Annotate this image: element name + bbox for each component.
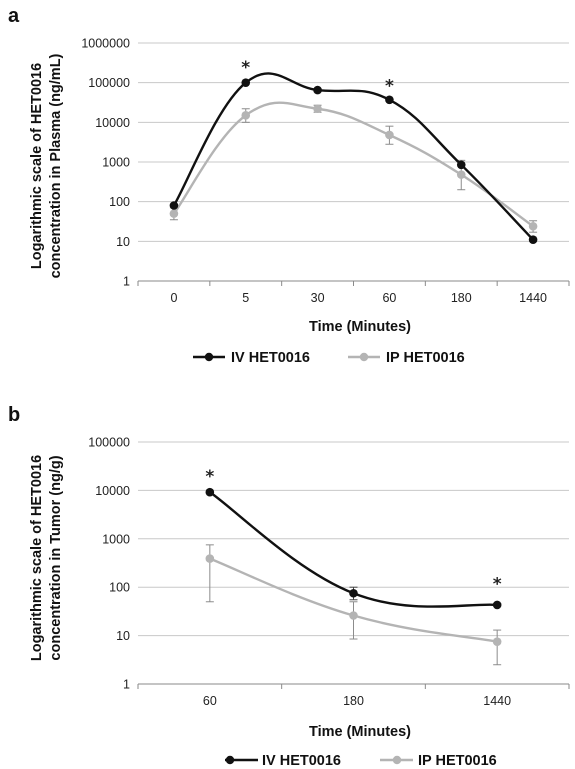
panel-a-series-iv-point [169, 201, 179, 210]
panel-a-xtick-label: 180 [451, 291, 472, 305]
panel-b-legend: IV HET0016 IP HET0016 [225, 753, 497, 769]
panel-a-series-iv-point [241, 78, 251, 87]
panel-a-xtick-label: 5 [242, 291, 249, 305]
panel-b-ytick-label: 10 [116, 629, 130, 643]
panel-b-xtick-label: 60 [203, 694, 217, 708]
panel-a-legend-ip-marker [359, 352, 369, 362]
panel-a-series-iv-line [172, 72, 534, 241]
panel-b-series-ip-point [492, 637, 502, 646]
panel-a-series-iv-point [385, 95, 394, 105]
panel-b-significance-star: * [205, 467, 214, 487]
panel-a-ylabel-line2: concentration in Plasma (ng/mL) [48, 53, 64, 278]
panel-a-ytick-label: 1000000 [81, 37, 130, 51]
panel-a-series-ip-point [169, 209, 179, 218]
panel-a-series-iv-point [528, 235, 538, 244]
panel-b-ylabel-line1: Logarithmic scale of HET0016 [29, 455, 45, 661]
panel-a-legend-iv-marker [204, 352, 214, 362]
panel-a-xtick-label: 0 [170, 291, 177, 305]
panel-a-plot: 1 10 100 1000 10000 100000 1000000 0 5 30 60 180 144… [81, 37, 570, 305]
panel-b-legend-ip-marker [392, 755, 402, 765]
panel-b-series-iv-point [349, 588, 358, 598]
panel-a-xtick-label: 60 [382, 291, 396, 305]
panel-b-series-iv-point [492, 600, 502, 610]
panel-b-series-ip-point [205, 554, 215, 563]
panel-b-ylabel-line2: concentration in Tumor (ng/g) [48, 455, 64, 660]
panel-a-xtick-label: 1440 [519, 291, 547, 305]
panel-a-series-ip-point [241, 111, 251, 120]
panel-a-xlabel: Time (Minutes) [309, 319, 411, 335]
panel-a-legend-ip-label: IP HET0016 [386, 350, 465, 366]
panel-b-ytick-label: 1 [123, 678, 130, 692]
panel-b-ytick-label: 100000 [88, 436, 130, 450]
panel-a-series-iv-point [313, 85, 322, 95]
panel-b-legend-iv-marker [225, 755, 235, 765]
panel-b-ytick-label: 1000 [102, 532, 130, 546]
panel-a-series-ip-line [172, 101, 534, 228]
panel-a-label: a [8, 5, 20, 27]
panel-a-series-ip-point [528, 221, 538, 231]
panel-b-ytick-label: 100 [109, 581, 130, 595]
panel-a-ytick-label: 10000 [95, 116, 130, 130]
panel-a-ytick-label: 1 [123, 275, 130, 289]
panel-b-xtick-label: 180 [343, 694, 364, 708]
panel-b-ylabel: Logarithmic scale of HET0016 concentrati… [29, 455, 64, 661]
panel-b-series-iv-point [205, 487, 215, 497]
panel-a-series-ip-point [385, 130, 394, 140]
panel-b-xlabel: Time (Minutes) [309, 724, 411, 740]
panel-a-series-ip-point [313, 104, 322, 114]
panel-b-plot: 1 10 100 1000 10000 100000 60 180 1440 * * [88, 436, 570, 708]
panel-b-significance-star: * [493, 574, 502, 594]
panel-a-ytick-label: 100 [109, 195, 130, 209]
panel-a-significance-star: * [385, 76, 394, 96]
panel-a-significance-star: * [241, 58, 250, 78]
panel-a-xtick-label: 30 [311, 291, 325, 305]
panel-a: a Logarithmic scale of HET0016 concentra… [8, 5, 570, 366]
panel-b-series-ip-point [349, 611, 358, 620]
panel-b-legend-ip-label: IP HET0016 [418, 753, 497, 769]
panel-a-ytick-label: 1000 [102, 156, 130, 170]
panel-b-xtick-label: 1440 [483, 694, 511, 708]
panel-a-ylabel-line1: Logarithmic scale of HET0016 [29, 63, 45, 269]
panel-a-ytick-label: 100000 [88, 76, 130, 90]
panel-b-ytick-label: 10000 [95, 484, 130, 498]
panel-a-series-ip-point [456, 170, 466, 179]
panel-a-legend-iv-label: IV HET0016 [231, 350, 310, 366]
panel-b-label: b [8, 404, 20, 426]
panel-b: b Logarithmic scale of HET0016 concentra… [8, 404, 570, 769]
panel-a-ytick-label: 10 [116, 235, 130, 249]
panel-b-legend-iv-label: IV HET0016 [262, 753, 341, 769]
panel-a-ylabel: Logarithmic scale of HET0016 concentrati… [29, 53, 64, 278]
panel-a-series-iv-point [456, 160, 466, 170]
panel-a-legend: IV HET0016 IP HET0016 [193, 350, 465, 366]
